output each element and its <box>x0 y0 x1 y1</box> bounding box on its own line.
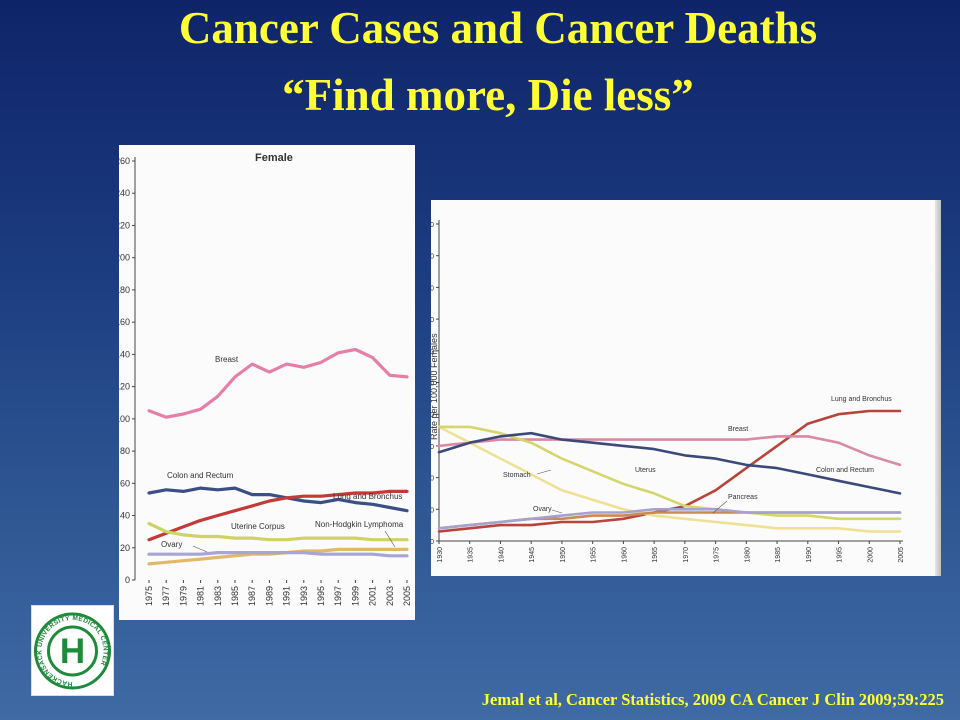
mortality-chart-panel: 0 10 20 30 40 50 60 70 80 90 100 1930 1935 1940 1945 19… <box>431 200 941 576</box>
y-tick-label: 120 <box>119 382 130 392</box>
x-tick-label: 2005 <box>402 586 412 606</box>
chart-title: Female <box>255 152 293 164</box>
x-tick-label: 2001 <box>368 586 378 606</box>
x-tick-label: 1960 <box>621 547 628 563</box>
series-line-breast <box>437 435 902 467</box>
label-leader-line <box>551 509 563 514</box>
y-axis-label: Rate per 100,000 Females <box>431 333 439 440</box>
x-tick-label: 1991 <box>282 586 292 606</box>
x-tick-label: 1999 <box>350 586 360 606</box>
y-tick-label: 40 <box>431 412 434 419</box>
series-label: Stomach <box>503 472 531 479</box>
label-leader-line <box>384 530 396 548</box>
series-label: Pancreas <box>728 494 758 501</box>
series-label: Uterine Corpus <box>231 522 285 531</box>
y-tick-label: 260 <box>119 156 130 166</box>
hackensack-seal: HACKENSACK UNIVERSITY MEDICAL CENTER H <box>34 612 111 690</box>
y-tick-label: 10 <box>431 507 434 514</box>
x-tick-label: 1955 <box>591 547 598 563</box>
series-line-lung-and-bronchus <box>147 489 409 542</box>
x-tick-label: 2000 <box>867 547 874 563</box>
y-tick-label: 80 <box>120 446 130 456</box>
x-tick-label: 1995 <box>316 586 326 606</box>
x-tick-label: 1975 <box>144 586 154 606</box>
incidence-chart: 0 20 40 60 80 100 120 140 160 180 200 220 240 260 1975… <box>119 152 412 606</box>
series-label: Ovary <box>533 506 552 513</box>
x-tick-label: 1997 <box>333 586 343 606</box>
x-tick-label: 1981 <box>196 586 206 606</box>
x-tick-label: 1965 <box>652 547 659 563</box>
y-tick-label: 0 <box>431 539 434 546</box>
x-tick-label: 1980 <box>744 547 751 563</box>
series-line-ovary <box>147 551 409 558</box>
x-tick-label: 2005 <box>898 547 905 563</box>
series-line-colon-and-rectum <box>437 431 902 495</box>
x-tick-label: 1977 <box>161 586 171 606</box>
x-tick-label: 1983 <box>213 586 223 606</box>
x-tick-label: 2003 <box>385 586 395 606</box>
y-tick-label: 30 <box>431 444 434 451</box>
series-label: Lung and Bronchus <box>333 492 402 501</box>
y-tick-label: 140 <box>119 349 130 359</box>
y-tick-label: 20 <box>120 543 130 553</box>
y-tick-label: 60 <box>431 349 434 356</box>
y-tick-label: 50 <box>431 381 434 388</box>
y-tick-label: 200 <box>119 253 130 263</box>
series-label: Lung and Bronchus <box>831 396 892 403</box>
source-citation: Jemal et al, Cancer Statistics, 2009 CA … <box>481 690 944 709</box>
slide-title: Cancer Cases and Cancer Deaths <box>178 3 818 53</box>
y-tick-label: 80 <box>431 285 434 292</box>
y-tick-label: 180 <box>119 285 130 295</box>
series-label: Non-Hodgkin Lymphoma <box>315 520 404 529</box>
x-tick-label: 1985 <box>230 586 240 606</box>
x-tick-label: 1985 <box>775 547 782 563</box>
series-line-ovary <box>437 507 902 530</box>
x-tick-label: 1940 <box>498 547 505 563</box>
series-label: Breast <box>215 355 239 364</box>
series-label: Colon and Rectum <box>167 471 234 480</box>
series-label: Uterus <box>635 467 656 474</box>
svg-text:H: H <box>60 632 85 671</box>
y-tick-label: 240 <box>119 188 130 198</box>
series-line-breast <box>147 347 409 419</box>
y-tick-label: 160 <box>119 317 130 327</box>
incidence-chart-panel: 0 20 40 60 80 100 120 140 160 180 200 220 240 260 1975… <box>119 145 415 620</box>
series-line-colon-and-rectum <box>147 486 409 513</box>
series-label: Ovary <box>161 540 182 549</box>
series-label: Breast <box>728 426 748 433</box>
y-tick-label: 40 <box>120 511 130 521</box>
x-tick-label: 1990 <box>806 547 813 563</box>
series-line-stomach <box>437 425 902 533</box>
label-leader-line <box>712 500 728 514</box>
x-tick-label: 1935 <box>468 547 475 563</box>
y-tick-label: 220 <box>119 220 130 230</box>
x-tick-label: 1987 <box>247 586 257 606</box>
label-leader-line <box>192 545 208 553</box>
x-tick-label: 1930 <box>437 547 444 563</box>
x-tick-label: 1989 <box>264 586 274 606</box>
slide-subtitle: “Find more, Die less” <box>282 70 694 120</box>
x-tick-label: 1993 <box>299 586 309 606</box>
y-tick-label: 70 <box>431 317 434 324</box>
x-tick-label: 1970 <box>683 547 690 563</box>
series-line-uterine-corpus <box>147 522 409 542</box>
series-label: Colon and Rectum <box>816 467 874 474</box>
mortality-chart: 0 10 20 30 40 50 60 70 80 90 100 1930 1935 1940 1945 19… <box>431 220 905 563</box>
y-tick-label: 100 <box>431 222 434 229</box>
x-tick-label: 1995 <box>837 547 844 563</box>
label-leader-line <box>536 469 552 475</box>
y-tick-label: 100 <box>119 414 130 424</box>
hospital-logo: HACKENSACK UNIVERSITY MEDICAL CENTER H <box>31 605 114 696</box>
y-tick-label: 20 <box>431 476 434 483</box>
y-tick-label: 90 <box>431 254 434 261</box>
y-tick-label: 60 <box>120 478 130 488</box>
x-tick-label: 1945 <box>529 547 536 563</box>
series-line-uterus <box>437 425 902 521</box>
x-tick-label: 1979 <box>178 586 188 606</box>
x-tick-label: 1975 <box>714 547 721 563</box>
x-tick-label: 1950 <box>560 547 567 563</box>
y-tick-label: 0 <box>125 575 130 585</box>
